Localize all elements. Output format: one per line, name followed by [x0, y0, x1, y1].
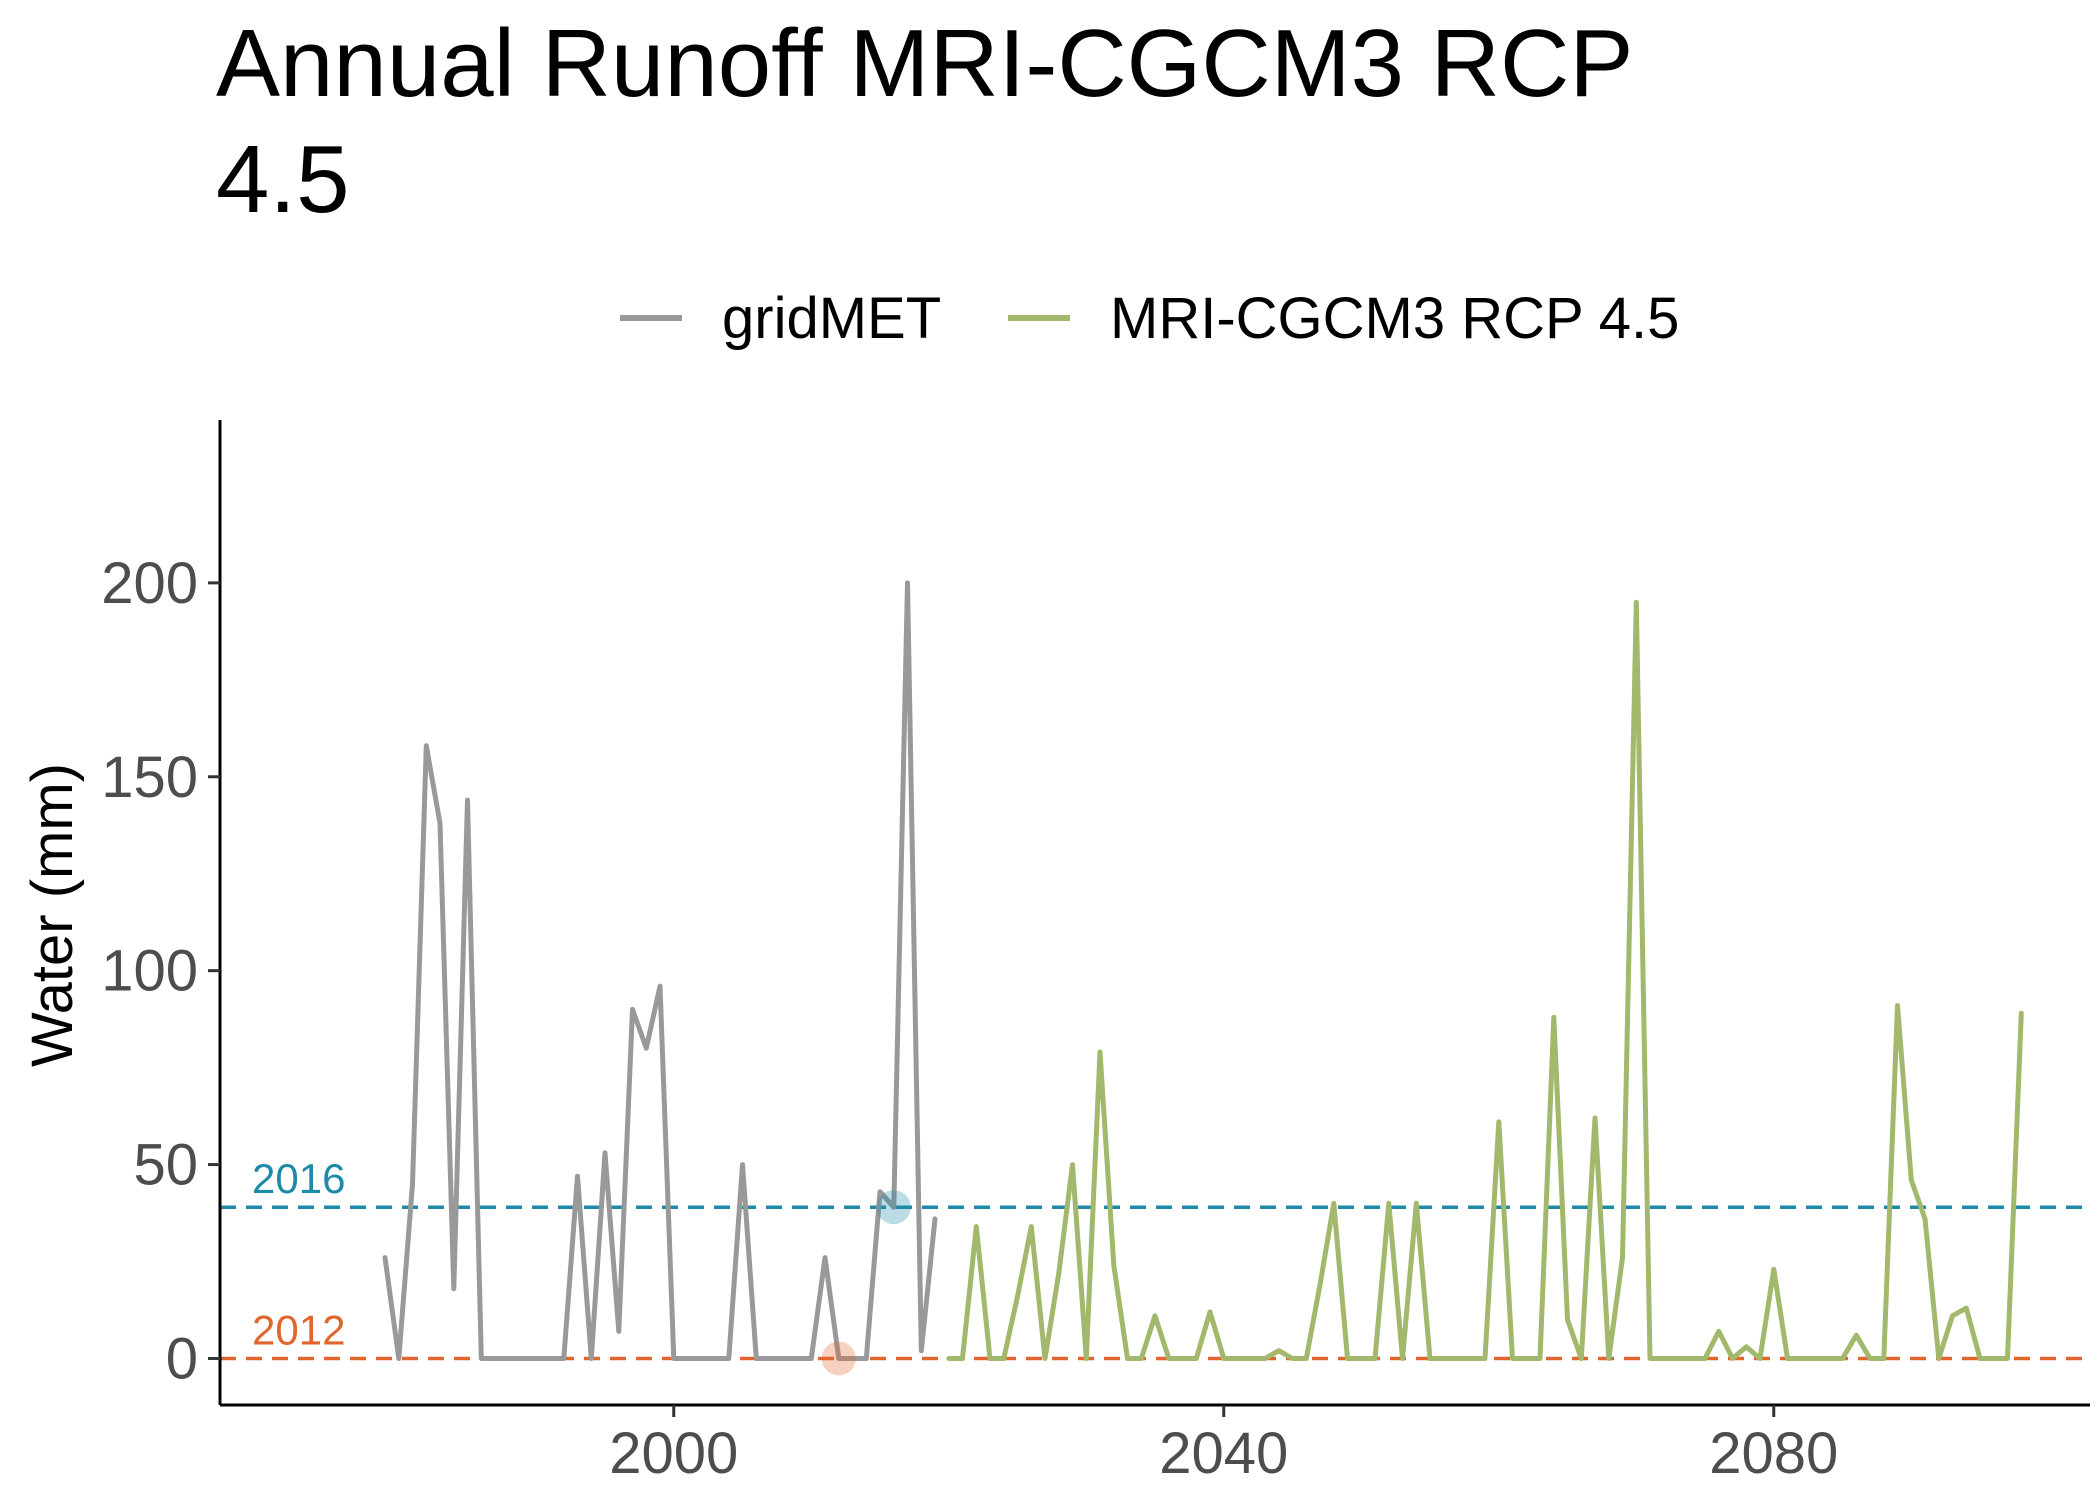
- series-line-gridmet: [382, 580, 938, 1361]
- chart-title-line-1: Annual Runoff MRI-CGCM3 RCP: [216, 10, 1633, 117]
- x-tick-label-2080: 2080: [1709, 1421, 1838, 1486]
- y-tick-label-100: 100: [101, 939, 198, 1004]
- marker-2016: [876, 1190, 911, 1225]
- marker-2012: [821, 1341, 856, 1376]
- reference-label-2016: 2016: [252, 1155, 345, 1202]
- y-tick-label-0: 0: [166, 1326, 198, 1391]
- reference-label-2012: 2012: [252, 1306, 345, 1353]
- y-tick-label-50: 50: [133, 1133, 198, 1198]
- legend-label-mri-cgcm3: MRI-CGCM3 RCP 4.5: [1110, 286, 1679, 351]
- y-axis-title: Water (mm): [20, 763, 85, 1067]
- legend-label-gridmet: gridMET: [722, 286, 941, 351]
- x-tick-label-2040: 2040: [1159, 1421, 1288, 1486]
- x-tick-label-2000: 2000: [609, 1421, 738, 1486]
- chart-title-line-2: 4.5: [216, 126, 349, 233]
- y-tick-label-150: 150: [101, 745, 198, 810]
- legend: gridMET MRI-CGCM3 RCP 4.5: [620, 286, 1679, 351]
- y-tick-label-200: 200: [101, 551, 198, 616]
- series-line-mri-cgcm3-rcp45: [946, 599, 2024, 1361]
- plot-area: 2016 2012 0 50 100 150 200 2000 2040 2080: [101, 420, 2090, 1486]
